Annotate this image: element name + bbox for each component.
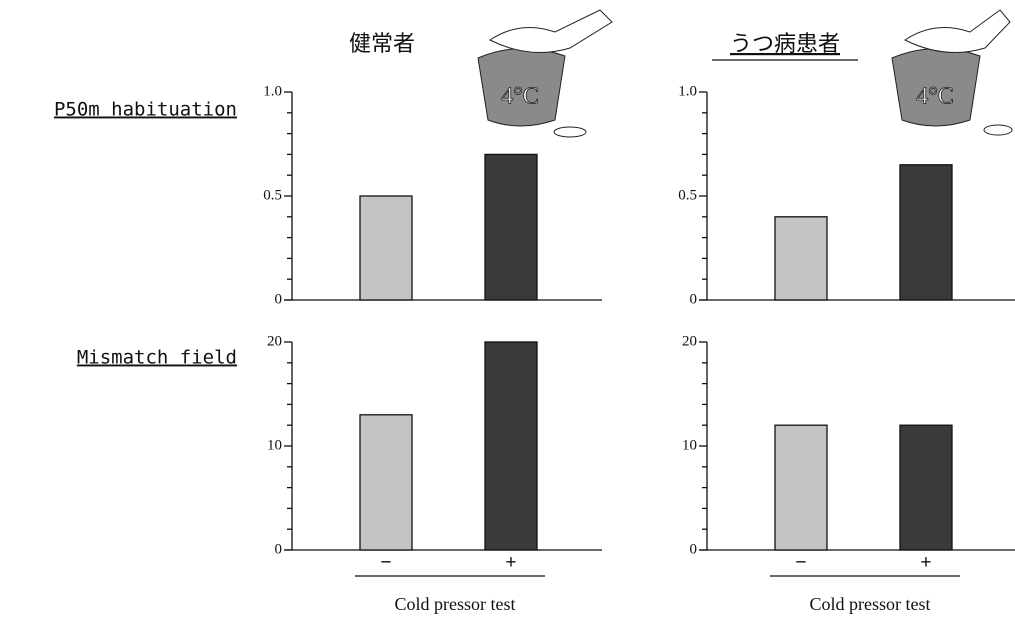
illustration-label: 4°C [501,84,539,110]
y-tick-label: 0 [275,291,283,307]
y-tick-label: 1.0 [678,83,697,99]
y-tick-label: 10 [267,437,282,453]
y-tick-label: 20 [682,333,697,349]
x-axis-label: Cold pressor test [395,594,516,614]
y-tick-label: 0 [275,541,283,557]
bar [900,425,952,550]
row-label: P50m habituation [54,99,237,121]
bar [360,196,412,300]
y-tick-label: 20 [267,333,282,349]
y-tick-label: 1.0 [263,83,282,99]
x-tick-label: + [920,552,931,574]
column-title: うつ病患者 [730,32,840,57]
y-tick-label: 10 [682,437,697,453]
bar [900,165,952,300]
bar [485,342,537,550]
row-label: Mismatch field [77,347,237,369]
y-tick-label: 0 [690,291,698,307]
bar [775,217,827,300]
x-tick-label: − [795,552,806,574]
x-axis-label: Cold pressor test [810,594,931,614]
y-tick-label: 0.5 [678,187,697,203]
cold-bucket-illustration [478,10,1012,137]
figure: 健常者 うつ病患者 P50m habituation Mismatch fiel… [0,0,1015,621]
x-tick-label: + [505,552,516,574]
bar [360,415,412,550]
bar [485,154,537,300]
y-tick-label: 0.5 [263,187,282,203]
x-tick-label: − [380,552,391,574]
column-title: 健常者 [349,32,415,57]
illustration-label: 4°C [916,84,954,110]
bar [775,425,827,550]
y-tick-label: 0 [690,541,698,557]
